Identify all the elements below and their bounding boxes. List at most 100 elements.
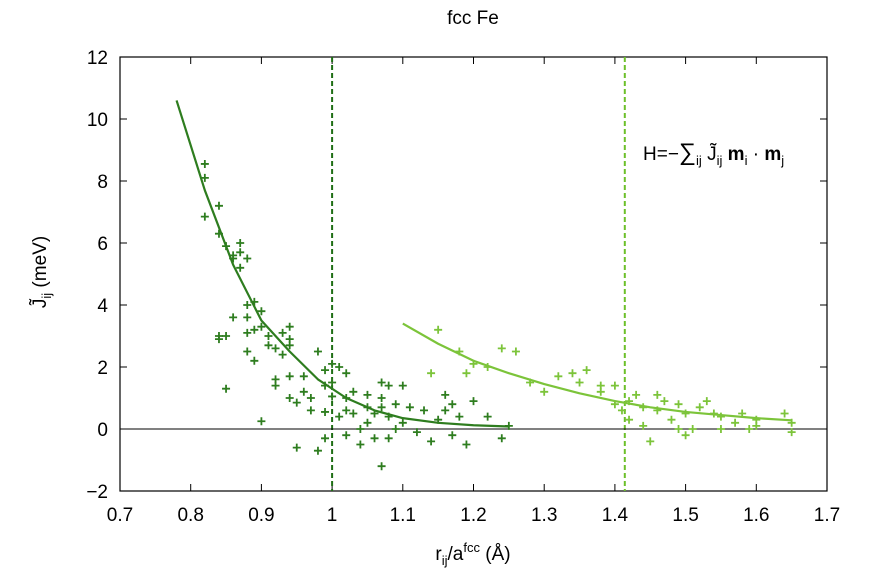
data-point-series-1 [243, 301, 252, 309]
data-point-series-1 [328, 378, 337, 387]
data-point-series-1 [271, 381, 280, 390]
data-point-series-2 [639, 403, 648, 412]
data-point-series-1 [236, 263, 245, 272]
data-point-series-1 [342, 369, 351, 378]
data-point-series-1 [299, 372, 308, 381]
fit-curve-1 [175, 100, 509, 428]
data-point-series-1 [328, 392, 337, 401]
fit-curve-2 [402, 322, 792, 422]
data-point-series-1 [412, 428, 421, 437]
data-point-series-1 [335, 363, 344, 371]
data-point-series-1 [342, 394, 351, 402]
y-tick-label: 4 [97, 296, 108, 317]
data-point-series-2 [780, 409, 789, 418]
data-point-series-1 [306, 394, 315, 402]
data-point-series-1 [299, 387, 308, 396]
data-point-series-1 [278, 350, 287, 359]
data-point-series-1 [434, 415, 443, 424]
data-point-series-1 [448, 400, 457, 409]
data-point-series-2 [709, 409, 718, 418]
data-point-series-1 [377, 403, 386, 412]
y-tick-label: 0 [97, 420, 108, 441]
data-point-series-1 [462, 440, 471, 449]
data-point-series-1 [250, 356, 259, 365]
data-point-series-1 [321, 434, 330, 443]
data-point-series-2 [731, 418, 740, 427]
y-tick-label: 2 [97, 358, 108, 379]
data-point-series-2 [497, 344, 506, 353]
data-point-series-1 [214, 335, 223, 344]
data-point-series-1 [349, 387, 358, 396]
data-point-series-1 [313, 446, 322, 455]
x-tick-label: 0.7 [107, 505, 133, 526]
x-tick-label: 1 [327, 505, 338, 526]
data-point-series-1 [420, 406, 429, 415]
data-point-series-1 [243, 347, 252, 356]
x-tick-label: 0.8 [177, 505, 203, 526]
axis-ticks: 0.7 0.8 0.9 1 1.1 1.2 1.3 1.4 1.5 1.6 1.7 −2 0 2 4 6 8 10… [86, 48, 840, 526]
data-point-series-1 [250, 297, 259, 306]
data-point-series-2 [483, 363, 492, 371]
data-point-series-2 [540, 387, 549, 396]
data-point-series-1 [384, 412, 393, 421]
hamiltonian-annotation: H=−∑ij J̃ij mi · mj [643, 139, 784, 168]
data-point-series-2 [582, 366, 591, 375]
data-point-series-2 [745, 425, 754, 433]
y-tick-label: 10 [87, 110, 108, 131]
data-point-series-1 [370, 434, 379, 443]
data-point-series-2 [653, 390, 662, 399]
data-point-series-1 [222, 332, 231, 340]
data-point-series-1 [448, 431, 457, 440]
data-point-series-1 [264, 332, 273, 340]
data-point-series-1 [469, 397, 478, 406]
data-point-series-1 [321, 381, 330, 390]
data-point-series-1 [264, 341, 273, 350]
x-tick-label: 0.9 [248, 505, 274, 526]
data-point-series-1 [285, 372, 294, 381]
data-point-series-2 [646, 437, 655, 446]
data-point-series-1 [342, 431, 351, 440]
data-point-series-2 [681, 409, 690, 418]
y-tick-label: 8 [97, 172, 108, 193]
data-point-series-1 [398, 381, 407, 390]
data-point-series-1 [243, 328, 252, 337]
data-point-series-2 [787, 418, 796, 427]
data-point-series-1 [222, 242, 231, 251]
data-point-series-1 [313, 347, 322, 356]
data-point-series-1 [497, 434, 506, 443]
x-tick-label: 1.1 [390, 505, 416, 526]
data-point-series-1 [285, 394, 294, 402]
data-point-series-1 [243, 254, 252, 263]
data-point-series-2 [596, 387, 605, 396]
data-point-series-1 [377, 394, 386, 402]
data-point-series-1 [504, 421, 513, 430]
data-point-series-1 [391, 425, 400, 433]
data-point-series-2 [716, 425, 725, 433]
data-point-series-2 [681, 431, 690, 440]
data-point-series-2 [568, 369, 577, 378]
data-point-series-2 [617, 406, 626, 415]
data-point-series-1 [384, 381, 393, 390]
data-point-series-1 [363, 418, 372, 427]
data-point-series-1 [222, 384, 231, 393]
y-tick-label: 6 [97, 234, 108, 255]
data-point-series-1 [321, 366, 330, 375]
data-point-series-1 [321, 407, 330, 416]
data-point-series-1 [356, 440, 365, 449]
data-point-series-1 [377, 378, 386, 387]
x-tick-label: 1.5 [672, 505, 698, 526]
data-point-series-1 [257, 417, 266, 426]
x-axis-label: rij/afcc (Å) [435, 540, 510, 568]
data-point-series-2 [653, 406, 662, 415]
data-point-series-1 [441, 390, 450, 399]
data-point-series-1 [405, 403, 414, 412]
data-point-series-1 [427, 437, 436, 446]
x-tick-label: 1.4 [602, 505, 629, 526]
data-point-series-2 [610, 400, 619, 409]
data-point-series-1 [257, 307, 266, 316]
data-point-series-1 [200, 173, 209, 182]
data-point-series-2 [625, 415, 634, 424]
data-point-series-1 [257, 322, 266, 331]
data-point-series-2 [674, 400, 683, 409]
